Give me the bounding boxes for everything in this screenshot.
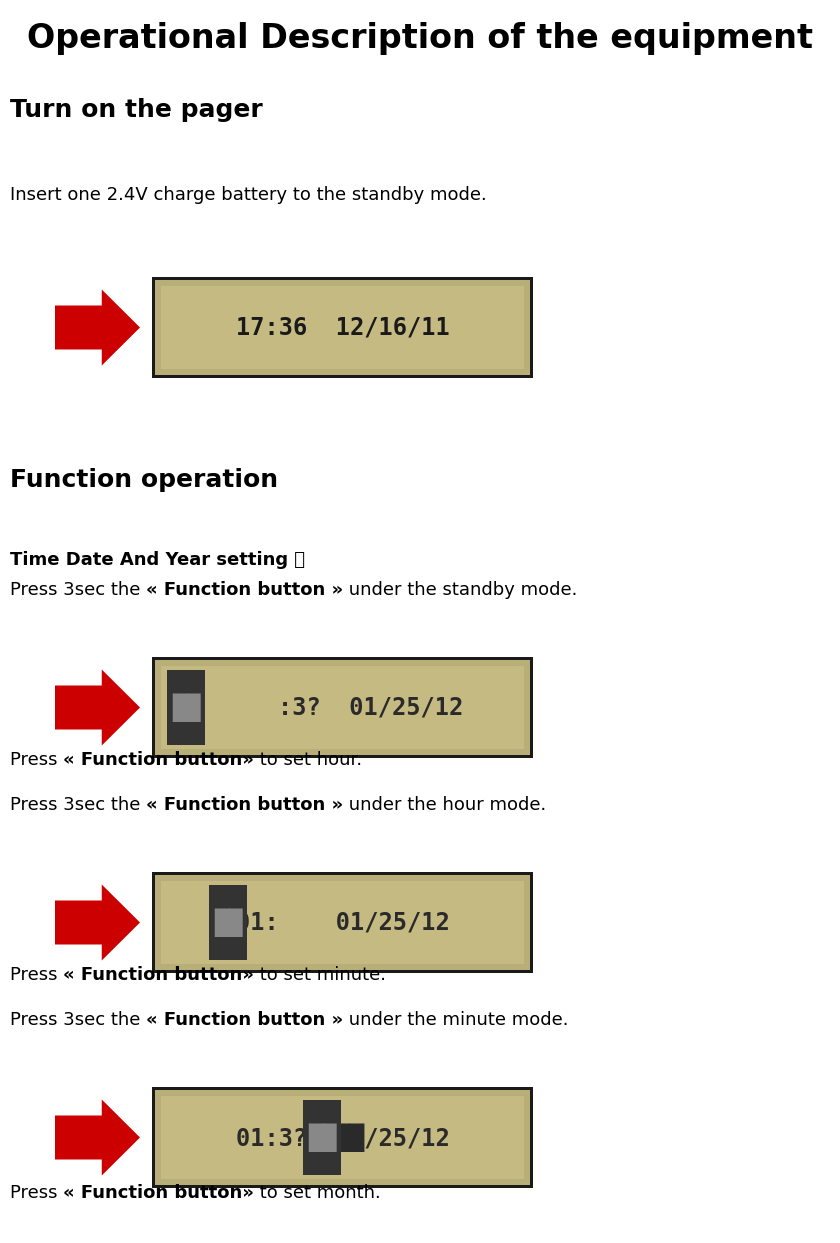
- Text: Press 3sec the: Press 3sec the: [10, 580, 146, 599]
- Text: Operational Description of the equipment: Operational Description of the equipment: [27, 21, 813, 55]
- Text: to set hour.: to set hour.: [255, 751, 362, 769]
- Text: « Function button»: « Function button»: [63, 751, 255, 769]
- Polygon shape: [55, 670, 140, 746]
- Text: 17:36  12/16/11: 17:36 12/16/11: [236, 316, 449, 339]
- Bar: [155, 660, 530, 755]
- Text: 01:    01/25/12: 01: 01/25/12: [236, 911, 449, 935]
- Text: Press: Press: [10, 751, 63, 769]
- Text: Time Date And Year setting: Time Date And Year setting: [10, 551, 288, 569]
- Text: under the minute mode.: under the minute mode.: [344, 1011, 569, 1029]
- Bar: [303, 1100, 341, 1175]
- Text: « Function button »: « Function button »: [146, 796, 344, 814]
- Bar: [155, 1090, 530, 1185]
- Text: ██: ██: [213, 909, 242, 937]
- Polygon shape: [55, 885, 140, 961]
- Text: under the standby mode.: under the standby mode.: [344, 580, 578, 599]
- Polygon shape: [55, 1100, 140, 1176]
- Bar: [167, 670, 205, 745]
- Text: 01:3?  ██/25/12: 01:3? ██/25/12: [236, 1124, 449, 1152]
- Bar: [161, 881, 524, 965]
- Text: Function operation: Function operation: [10, 469, 278, 492]
- Bar: [152, 277, 533, 378]
- Text: Press: Press: [10, 1185, 63, 1202]
- Text: Press 3sec the: Press 3sec the: [10, 796, 146, 814]
- Bar: [155, 280, 530, 375]
- Bar: [152, 873, 533, 973]
- Text: Press 3sec the: Press 3sec the: [10, 1011, 146, 1029]
- Bar: [152, 658, 533, 758]
- Text: under the hour mode.: under the hour mode.: [344, 796, 547, 814]
- Bar: [209, 885, 247, 960]
- Text: ██: ██: [171, 694, 200, 722]
- Bar: [152, 1086, 533, 1188]
- Bar: [161, 286, 524, 369]
- Text: :3?  01/25/12: :3? 01/25/12: [222, 696, 464, 720]
- Text: « Function button »: « Function button »: [146, 1011, 344, 1029]
- Text: « Function button»: « Function button»: [63, 1185, 255, 1202]
- Text: « Function button»: « Function button»: [63, 966, 255, 984]
- Bar: [161, 666, 524, 750]
- Text: Turn on the pager: Turn on the pager: [10, 98, 263, 122]
- Polygon shape: [55, 290, 140, 365]
- Text: Press: Press: [10, 966, 63, 984]
- Bar: [155, 875, 530, 970]
- Text: to set minute.: to set minute.: [255, 966, 386, 984]
- Text: « Function button »: « Function button »: [146, 580, 344, 599]
- Text: to set month.: to set month.: [255, 1185, 381, 1202]
- Text: ：: ：: [288, 551, 305, 569]
- Bar: [161, 1096, 524, 1180]
- Text: ██: ██: [307, 1124, 336, 1152]
- Text: Insert one 2.4V charge battery to the standby mode.: Insert one 2.4V charge battery to the st…: [10, 186, 486, 204]
